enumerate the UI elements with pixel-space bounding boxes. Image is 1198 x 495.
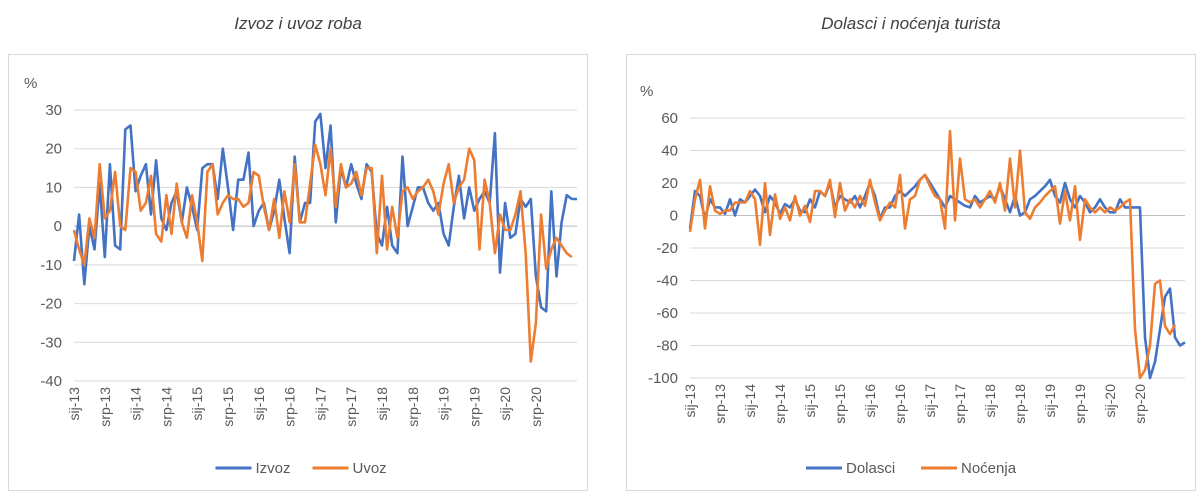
legend-label: Izvoz — [256, 460, 291, 477]
x-tick-label: srp-19 — [1072, 384, 1088, 424]
x-tick-label: sij-19 — [436, 387, 452, 421]
x-tick-label: sij-14 — [742, 384, 758, 418]
legend-label: Uvoz — [353, 460, 387, 477]
chart-panel-left: % 30 20 10 0 -10 -20 -30 -40 sij-13 srp-13 sij-14 sr… — [8, 54, 588, 491]
x-tick-label: srp-20 — [528, 387, 544, 427]
y-tick-label: -80 — [656, 338, 678, 355]
series-line-orange — [688, 129, 1177, 380]
x-tick-label: sij-15 — [802, 384, 818, 418]
x-tick-label: srp-14 — [772, 384, 788, 424]
x-tick-label: sij-17 — [922, 384, 938, 418]
legend-label: Noćenja — [961, 460, 1017, 477]
series-line-blue — [72, 112, 577, 313]
y-tick-label: -100 — [648, 370, 678, 387]
x-tick-label: sij-13 — [66, 387, 82, 421]
x-tick-label: srp-20 — [1132, 384, 1148, 424]
x-tick-label: srp-18 — [1012, 384, 1028, 424]
y-tick-label: -30 — [40, 334, 62, 351]
series-line-orange — [72, 143, 573, 363]
chart-title-right: Dolasci i noćenja turista — [821, 14, 1001, 33]
x-tick-label: srp-17 — [343, 387, 359, 427]
y-tick-label: 0 — [670, 208, 678, 225]
y-tick-label: 30 — [45, 102, 62, 119]
y-unit-label: % — [640, 83, 653, 100]
y-tick-label: -20 — [656, 240, 678, 257]
y-tick-label: -40 — [40, 373, 62, 390]
x-tick-label: sij-15 — [189, 387, 205, 421]
chart-title-left: Izvoz i uvoz roba — [234, 14, 362, 33]
x-tick-label: srp-14 — [158, 387, 174, 427]
y-tick-label: 10 — [45, 179, 62, 196]
x-tick-label: sij-20 — [1102, 384, 1118, 418]
y-tick-label: 40 — [661, 143, 678, 160]
x-tick-label: sij-16 — [862, 384, 878, 418]
y-tick-label: 0 — [54, 218, 62, 235]
x-tick-label: sij-19 — [1042, 384, 1058, 418]
x-tick-label: srp-15 — [832, 384, 848, 424]
y-tick-label: -20 — [40, 296, 62, 313]
x-tick-label: sij-20 — [497, 387, 513, 421]
x-tick-label: srp-15 — [220, 387, 236, 427]
x-tick-label: sij-13 — [682, 384, 698, 418]
x-tick-label: srp-16 — [892, 384, 908, 424]
y-unit-label: % — [24, 75, 37, 92]
y-tick-label: 20 — [661, 175, 678, 192]
y-tick-label: 20 — [45, 141, 62, 158]
y-tick-label: 60 — [661, 110, 678, 127]
legend-label: Dolasci — [846, 460, 895, 477]
y-tick-label: -60 — [656, 305, 678, 322]
y-tick-label: -40 — [656, 273, 678, 290]
x-tick-label: sij-14 — [128, 387, 144, 421]
chart-panel-right: % 60 40 20 0 -20 -40 -60 -80 -100 sij-13 srp-13 sij-… — [626, 54, 1196, 491]
x-tick-label: srp-17 — [952, 384, 968, 424]
x-tick-label: sij-16 — [251, 387, 267, 421]
x-tick-label: srp-13 — [97, 387, 113, 427]
x-tick-label: srp-18 — [405, 387, 421, 427]
series-line-blue — [688, 173, 1186, 380]
x-tick-label: srp-13 — [712, 384, 728, 424]
y-tick-label: -10 — [40, 257, 62, 274]
x-tick-label: sij-17 — [312, 387, 328, 421]
x-tick-label: srp-19 — [466, 387, 482, 427]
x-tick-label: sij-18 — [982, 384, 998, 418]
x-tick-label: srp-16 — [282, 387, 298, 427]
x-tick-label: sij-18 — [374, 387, 390, 421]
